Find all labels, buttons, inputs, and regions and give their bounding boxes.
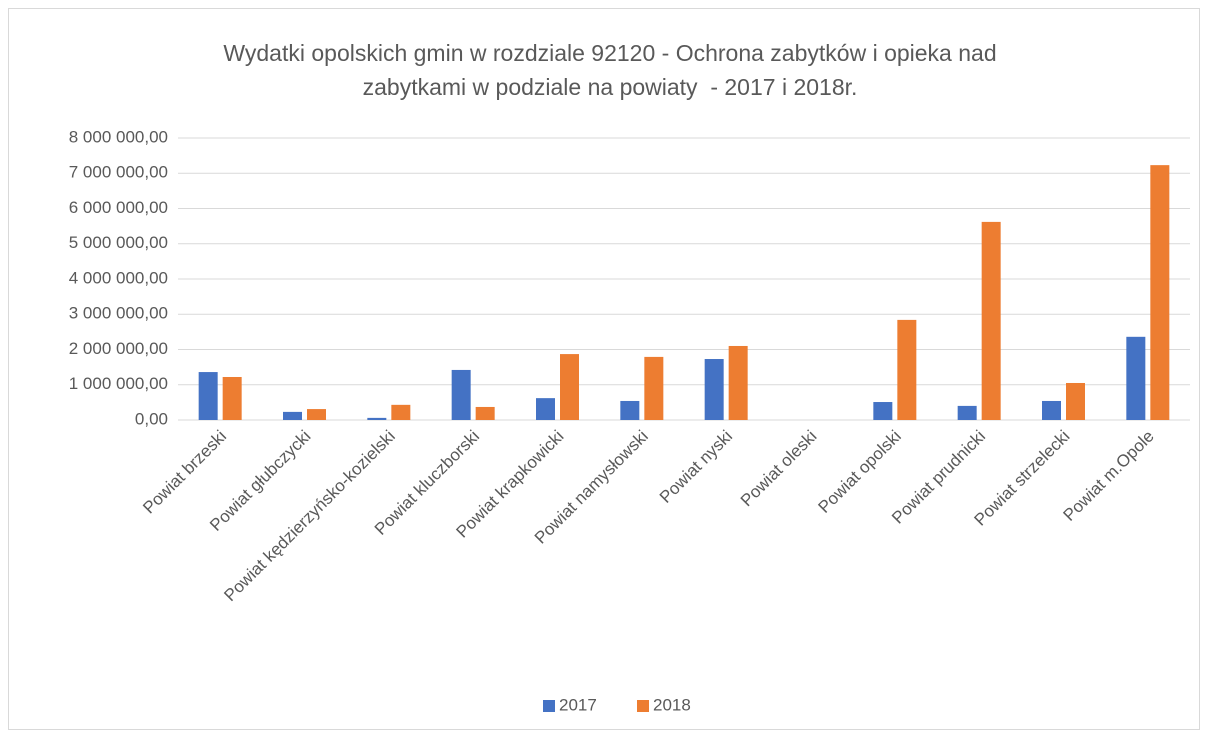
bar <box>1150 165 1170 420</box>
bar <box>283 411 302 420</box>
legend-label: 2017 <box>559 695 597 714</box>
bar <box>475 406 495 420</box>
bar <box>704 359 724 420</box>
bar <box>620 400 640 420</box>
y-tick-label: 2 000 000,00 <box>69 339 168 358</box>
bar <box>560 354 579 420</box>
y-tick-label: 6 000 000,00 <box>69 198 168 217</box>
bar <box>957 405 977 420</box>
bar <box>728 345 748 420</box>
chart-title: zabytkami w podziale na powiaty - 2017 i… <box>363 74 858 100</box>
bar <box>451 369 471 420</box>
bar <box>367 417 387 420</box>
legend-label: 2018 <box>653 695 691 714</box>
bar <box>198 372 218 420</box>
bar <box>307 409 326 420</box>
y-tick-label: 8 000 000,00 <box>69 127 168 146</box>
bar <box>897 319 917 420</box>
bar <box>1066 382 1085 420</box>
bar <box>644 356 664 420</box>
bar <box>1042 400 1061 420</box>
y-tick-label: 1 000 000,00 <box>69 374 168 393</box>
y-tick-label: 7 000 000,00 <box>69 163 168 182</box>
chart-border <box>8 8 1200 730</box>
chart-title: Wydatki opolskich gmin w rozdziale 92120… <box>223 40 996 66</box>
y-tick-label: 5 000 000,00 <box>69 233 168 252</box>
bar <box>222 376 242 420</box>
legend-swatch <box>543 700 555 712</box>
bar <box>1126 336 1146 420</box>
bar <box>391 404 411 420</box>
y-tick-label: 4 000 000,00 <box>69 268 168 287</box>
bar <box>536 398 555 420</box>
bar <box>981 221 1001 420</box>
legend-swatch <box>637 700 649 712</box>
bar <box>873 402 893 420</box>
y-tick-label: 0,00 <box>135 409 168 428</box>
y-tick-label: 3 000 000,00 <box>69 304 168 323</box>
